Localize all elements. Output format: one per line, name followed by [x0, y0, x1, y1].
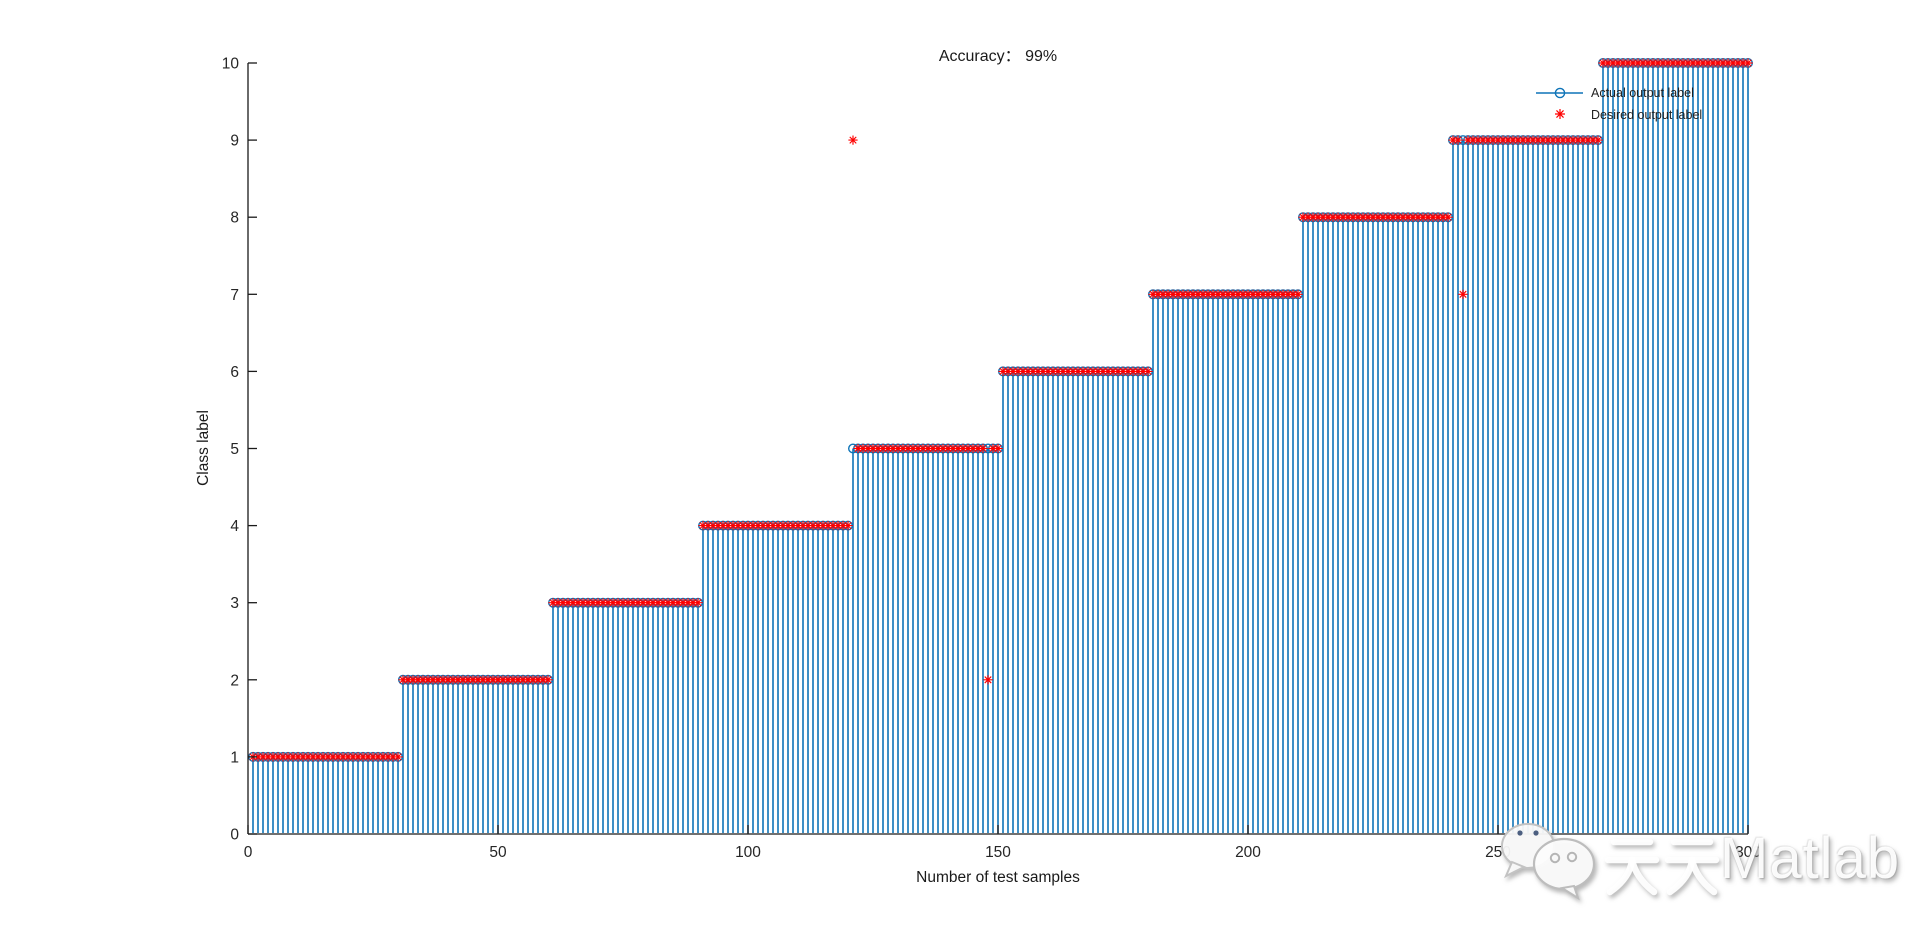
svg-text:0: 0: [244, 844, 253, 861]
svg-text:9: 9: [230, 133, 239, 150]
x-axis-label: Number of test samples: [916, 869, 1080, 886]
svg-text:7: 7: [230, 287, 239, 304]
svg-text:0: 0: [230, 827, 239, 844]
svg-text:150: 150: [985, 844, 1011, 861]
svg-text:4: 4: [230, 518, 239, 535]
svg-text:200: 200: [1235, 844, 1261, 861]
svg-text:8: 8: [230, 210, 239, 227]
legend-desired-asterisk-marker: [1555, 109, 1565, 119]
svg-text:10: 10: [222, 56, 240, 73]
axes-group: [247, 62, 1749, 835]
svg-text:6: 6: [230, 364, 239, 381]
legend-entry-desired: Desired output label: [1591, 108, 1702, 122]
svg-text:3: 3: [230, 595, 239, 612]
legend-actual-circle-marker: [1554, 87, 1566, 99]
y-axis-label: Class label: [195, 410, 212, 486]
svg-text:5: 5: [230, 441, 239, 458]
svg-text:300: 300: [1735, 844, 1761, 861]
chart-title: Accuracy： 99%: [939, 48, 1057, 65]
svg-text:50: 50: [489, 844, 507, 861]
desired-output-markers-group: [248, 58, 1753, 762]
svg-text:250: 250: [1485, 844, 1511, 861]
actual-output-stems-group: [252, 63, 1749, 833]
svg-text:2: 2: [230, 672, 239, 689]
legend-entry-actual: Actual output label: [1591, 86, 1694, 100]
legend: Actual output label Desired output label: [1536, 86, 1702, 122]
svg-text:1: 1: [230, 749, 239, 766]
svg-text:100: 100: [735, 844, 761, 861]
actual-output-markers-group: [247, 58, 1753, 762]
